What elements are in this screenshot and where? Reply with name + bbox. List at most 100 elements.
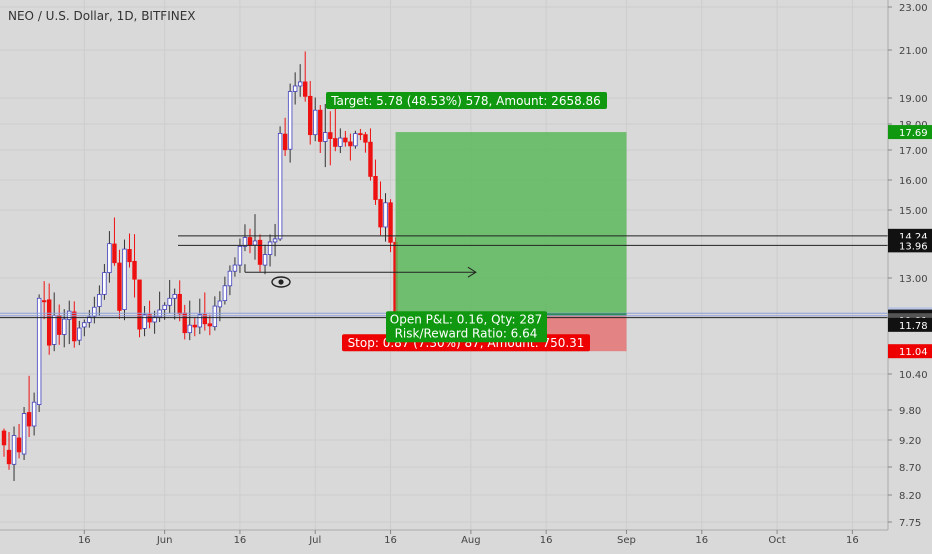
candle-body bbox=[313, 109, 318, 136]
candle-body bbox=[262, 254, 268, 266]
price-tick-label: 9.80 bbox=[899, 406, 921, 417]
candle-body bbox=[162, 304, 167, 310]
candle-body bbox=[11, 435, 17, 465]
candle-body bbox=[167, 297, 172, 306]
price-label-text: 14.24 bbox=[899, 232, 928, 243]
candle-body bbox=[147, 314, 152, 323]
candle-body bbox=[122, 248, 127, 310]
price-tick-label: 21.00 bbox=[899, 46, 928, 57]
pnl-label-line-2: Risk/Reward Ratio: 6.64 bbox=[395, 326, 538, 340]
price-tick-label: 8.70 bbox=[899, 463, 921, 474]
overlay: Target: 5.78 (48.53%) 578, Amount: 2658.… bbox=[244, 92, 607, 352]
price-label-text: 13.96 bbox=[899, 241, 928, 252]
price-tick-label: 9.20 bbox=[899, 436, 921, 447]
candle-body bbox=[21, 413, 27, 455]
candle-body bbox=[287, 91, 293, 150]
candle-body bbox=[152, 316, 157, 323]
price-tick-label: 15.00 bbox=[899, 206, 928, 217]
candle-body bbox=[232, 264, 238, 272]
candle-body bbox=[348, 141, 353, 147]
price-label-17-69[interactable]: 17.69 bbox=[888, 125, 932, 140]
pnl-label-line-1: Open P&L: 0.16, Qty: 287 bbox=[390, 312, 543, 326]
grid bbox=[0, 0, 888, 530]
candle-body bbox=[192, 324, 197, 328]
candle-body bbox=[26, 412, 32, 427]
time-tick-label: Aug bbox=[461, 535, 481, 546]
candle-body bbox=[16, 437, 22, 453]
candle-body bbox=[267, 241, 273, 255]
candle-body bbox=[237, 245, 243, 266]
candle-body bbox=[318, 109, 323, 142]
candle-body bbox=[358, 133, 363, 136]
candle-body bbox=[378, 199, 383, 228]
candle-body bbox=[323, 132, 328, 142]
target-label[interactable]: Target: 5.78 (48.53%) 578, Amount: 2658.… bbox=[326, 92, 607, 110]
candle-body bbox=[297, 81, 303, 87]
candle-body bbox=[132, 260, 137, 280]
candle-body bbox=[282, 133, 288, 151]
candle-body bbox=[328, 132, 333, 139]
eye-pupil bbox=[278, 279, 284, 285]
candle-body bbox=[57, 315, 62, 335]
eye-outline bbox=[271, 276, 291, 288]
candle-body bbox=[117, 262, 122, 311]
price-label-box bbox=[888, 344, 932, 359]
time-tick-label: Jul bbox=[308, 535, 321, 546]
candle-body bbox=[77, 327, 82, 341]
candle-body bbox=[1, 430, 7, 446]
time-tick-label: 16 bbox=[78, 535, 91, 546]
candle-body bbox=[333, 138, 338, 147]
arrow-head bbox=[467, 266, 477, 278]
candle-body bbox=[142, 314, 147, 329]
price-tick-label: 16.00 bbox=[899, 176, 928, 187]
price-tick-label: 19.00 bbox=[899, 94, 928, 105]
candle-body bbox=[97, 293, 102, 307]
price-tick-label: 23.00 bbox=[899, 3, 928, 14]
candle-body bbox=[222, 285, 228, 302]
candle-body bbox=[388, 202, 393, 243]
candle-body bbox=[227, 270, 233, 287]
candle-body bbox=[127, 249, 132, 263]
candle-body bbox=[292, 85, 298, 92]
target-label-text: Target: 5.78 (48.53%) 578, Amount: 2658.… bbox=[330, 94, 601, 108]
candle-body bbox=[302, 81, 308, 97]
candle-body bbox=[308, 95, 313, 136]
candle-body bbox=[31, 401, 37, 427]
profit-zone[interactable] bbox=[395, 132, 627, 315]
candle-body bbox=[257, 239, 263, 265]
candle-body bbox=[137, 279, 142, 330]
candle-body bbox=[338, 137, 343, 147]
chart-title: NEO / U.S. Dollar, 1D, BITFINEX bbox=[8, 9, 196, 23]
candle-body bbox=[242, 237, 248, 247]
candles bbox=[1, 51, 398, 481]
candle-body bbox=[72, 311, 77, 342]
price-label-box bbox=[888, 317, 932, 332]
candle-body bbox=[52, 315, 57, 345]
target-label-box bbox=[326, 92, 607, 110]
candle-body bbox=[343, 137, 348, 143]
time-tick-label: Oct bbox=[768, 535, 785, 546]
price-label-13-96[interactable]: 13.96 bbox=[888, 238, 932, 253]
candle-body bbox=[363, 134, 368, 143]
time-tick-label: 16 bbox=[846, 535, 859, 546]
time-tick-label: 16 bbox=[384, 535, 397, 546]
price-label-text: 17.69 bbox=[899, 128, 928, 139]
candle-body bbox=[383, 202, 388, 228]
candle-body bbox=[46, 299, 52, 346]
candle-body bbox=[247, 237, 253, 246]
time-tick-label: 16 bbox=[695, 535, 708, 546]
candle-body bbox=[36, 297, 42, 405]
price-label-11-04[interactable]: 11.04 bbox=[888, 344, 932, 359]
candle-body bbox=[92, 306, 97, 317]
time-tick-label: 16 bbox=[540, 535, 553, 546]
candle-body bbox=[212, 305, 218, 328]
price-tick-label: 8.20 bbox=[899, 491, 921, 502]
candle-body bbox=[217, 300, 223, 308]
price-label-11-78[interactable]: 11.78 bbox=[888, 317, 932, 332]
time-tick-label: Jun bbox=[156, 535, 173, 546]
eye-icon[interactable] bbox=[271, 276, 291, 288]
